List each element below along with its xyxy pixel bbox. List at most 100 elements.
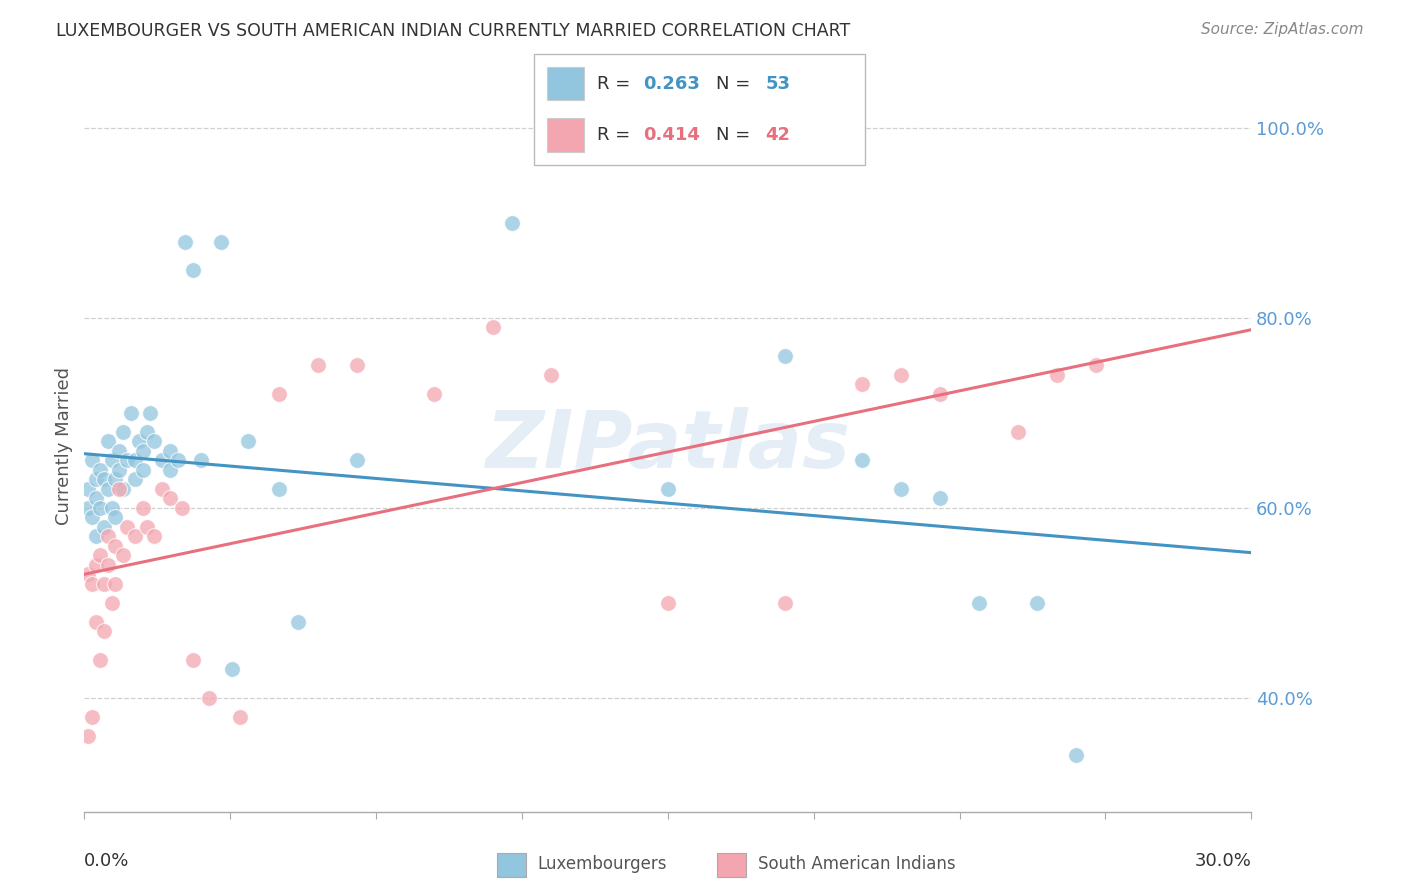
Point — [890, 482, 912, 496]
Point — [174, 235, 197, 249]
Point — [77, 482, 100, 496]
Point — [89, 653, 111, 667]
Point — [82, 576, 104, 591]
Point — [84, 472, 107, 486]
Point — [481, 320, 505, 334]
Point — [236, 434, 259, 449]
Point — [135, 425, 157, 439]
Point — [84, 558, 107, 572]
Point — [346, 358, 368, 372]
Point — [108, 463, 131, 477]
Point — [97, 482, 120, 496]
Point — [143, 529, 166, 543]
Point — [501, 216, 523, 230]
Point — [159, 491, 181, 506]
Point — [166, 453, 188, 467]
Point — [84, 529, 107, 543]
Point — [851, 377, 873, 392]
Point — [773, 349, 796, 363]
Text: Luxembourgers: Luxembourgers — [537, 855, 666, 873]
Point — [929, 491, 952, 506]
Point — [124, 453, 146, 467]
Point — [132, 463, 155, 477]
Point — [128, 434, 150, 449]
Text: South American Indians: South American Indians — [758, 855, 955, 873]
Point — [120, 406, 142, 420]
Text: 30.0%: 30.0% — [1195, 852, 1251, 870]
Text: 0.414: 0.414 — [644, 126, 700, 144]
Point — [159, 443, 181, 458]
Point — [143, 434, 166, 449]
Text: ZIPatlas: ZIPatlas — [485, 407, 851, 485]
Point — [346, 453, 368, 467]
Bar — [547, 119, 583, 152]
Point — [229, 710, 252, 724]
Text: N =: N = — [716, 75, 756, 93]
Y-axis label: Currently Married: Currently Married — [55, 367, 73, 525]
Point — [100, 596, 122, 610]
Point — [93, 624, 115, 639]
Text: R =: R = — [598, 126, 636, 144]
Point — [82, 510, 104, 524]
Point — [82, 453, 104, 467]
Text: 0.263: 0.263 — [644, 75, 700, 93]
Text: Source: ZipAtlas.com: Source: ZipAtlas.com — [1201, 22, 1364, 37]
Text: 0.0%: 0.0% — [84, 852, 129, 870]
Point — [773, 596, 796, 610]
Point — [929, 386, 952, 401]
Point — [97, 558, 120, 572]
Point — [77, 729, 100, 743]
Point — [307, 358, 329, 372]
Point — [82, 710, 104, 724]
Point — [181, 263, 204, 277]
Point — [104, 472, 127, 486]
Text: LUXEMBOURGER VS SOUTH AMERICAN INDIAN CURRENTLY MARRIED CORRELATION CHART: LUXEMBOURGER VS SOUTH AMERICAN INDIAN CU… — [56, 22, 851, 40]
Text: 42: 42 — [765, 126, 790, 144]
Point — [139, 406, 162, 420]
Point — [1007, 425, 1029, 439]
Point — [100, 500, 122, 515]
Point — [112, 425, 135, 439]
Point — [890, 368, 912, 382]
Bar — [496, 853, 526, 878]
Point — [540, 368, 562, 382]
Point — [115, 520, 138, 534]
Point — [267, 386, 290, 401]
Point — [112, 548, 135, 562]
Point — [1026, 596, 1049, 610]
Point — [97, 529, 120, 543]
Point — [1066, 747, 1088, 762]
Point — [190, 453, 212, 467]
Bar — [547, 67, 583, 101]
Point — [108, 443, 131, 458]
Point — [181, 653, 204, 667]
Point — [104, 539, 127, 553]
Point — [132, 443, 155, 458]
Point — [104, 510, 127, 524]
FancyBboxPatch shape — [534, 54, 865, 165]
Point — [89, 500, 111, 515]
Point — [1084, 358, 1107, 372]
Point — [89, 463, 111, 477]
Point — [84, 615, 107, 629]
Point — [198, 690, 221, 705]
Point — [423, 386, 446, 401]
Point — [267, 482, 290, 496]
Point — [84, 491, 107, 506]
Point — [93, 576, 115, 591]
Text: R =: R = — [598, 75, 636, 93]
Point — [93, 520, 115, 534]
Point — [159, 463, 181, 477]
Point — [150, 482, 173, 496]
Point — [657, 482, 679, 496]
Point — [221, 662, 243, 676]
Point — [209, 235, 232, 249]
Point — [132, 500, 155, 515]
Point — [135, 520, 157, 534]
Point — [108, 482, 131, 496]
Point — [115, 453, 138, 467]
Point — [124, 529, 146, 543]
Text: 53: 53 — [765, 75, 790, 93]
Point — [150, 453, 173, 467]
Point — [657, 596, 679, 610]
